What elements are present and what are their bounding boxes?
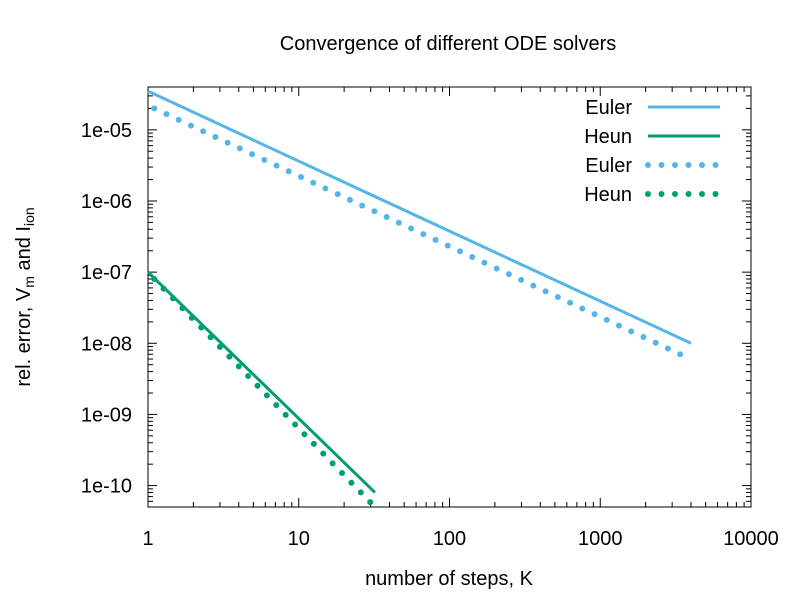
y-tick-label: 1e-07 [81, 262, 132, 284]
y-tick-label: 1e-08 [81, 333, 132, 355]
y-tick-label: 1e-06 [81, 191, 132, 213]
y-axis-label-sub2: ion [21, 207, 37, 226]
legend-label: Heun [584, 184, 632, 206]
series-line-euler-dotted [151, 105, 684, 358]
x-tick-label: 10000 [723, 528, 779, 550]
y-tick-label: 1e-09 [81, 404, 132, 426]
legend-label: Euler [585, 97, 632, 119]
axis-ticks [147, 86, 752, 507]
y-axis-label: rel. error, Vm and Iion [13, 207, 37, 386]
legend: Euler Heun Euler Heun [584, 97, 723, 206]
y-tick-label: 1e-10 [81, 476, 132, 498]
x-tick-label: 1000 [578, 528, 623, 550]
series-line-euler-solid [147, 89, 692, 345]
y-tick-labels: 1e-10 1e-09 1e-08 1e-07 1e-06 1e-05 [81, 120, 132, 498]
x-tick-label: 100 [433, 528, 466, 550]
y-axis-label-middle: and I [13, 226, 35, 276]
chart-title: Convergence of different ODE solvers [280, 33, 616, 55]
x-tick-label: 1 [142, 528, 153, 550]
y-axis-label-prefix: rel. error, V [13, 287, 35, 387]
x-axis-label: number of steps, K [365, 568, 534, 590]
legend-label: Euler [585, 155, 632, 177]
x-tick-labels: 1 10 100 1000 10000 [142, 528, 778, 550]
series-line-heun-dotted [151, 276, 378, 510]
y-axis-label-sub1: m [21, 276, 37, 288]
series-layer [146, 89, 692, 510]
series-line-heun-solid [146, 271, 376, 494]
legend-label: Heun [584, 126, 632, 148]
y-tick-label: 1e-05 [81, 120, 132, 142]
x-tick-label: 10 [288, 528, 310, 550]
